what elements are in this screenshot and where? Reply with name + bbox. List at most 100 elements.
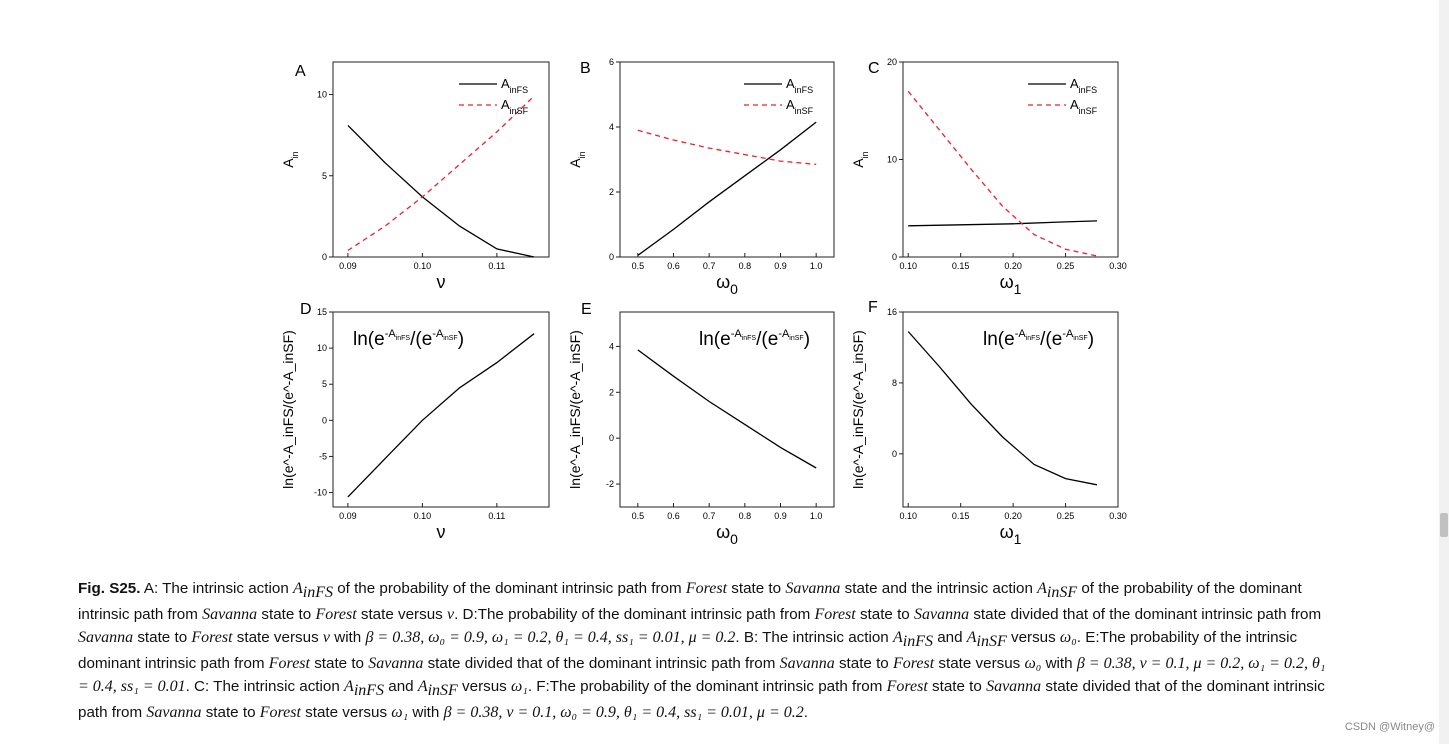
y-tick-label: 0 xyxy=(322,415,327,425)
plot-frame xyxy=(332,311,550,508)
y-tick-label: -2 xyxy=(606,479,614,489)
y-tick-label: 16 xyxy=(887,307,897,317)
y-tick-label: 10 xyxy=(317,343,327,353)
legend: AinFS AinSF xyxy=(744,76,814,116)
x-axis-label: ω1 xyxy=(1000,522,1022,547)
x-tick-label: 0.7 xyxy=(703,261,716,271)
panel-f: F 0.10 0.15 0.20 0.25 0.30 0 8 16 ω1 ln(e^-A_inFS/… xyxy=(850,299,1127,547)
panel-label: E xyxy=(581,301,592,318)
panel-label: D xyxy=(300,301,312,318)
x-tick-label: 0.8 xyxy=(739,261,752,271)
y-axis-label: ln(e^-A_inFS/(e^-A_inSF) xyxy=(567,330,583,489)
series-ln-ratio xyxy=(637,349,817,469)
panel-formula-title: ln(e-AinFS/(e-AinSF) xyxy=(983,328,1094,350)
legend: AinFS AinSF xyxy=(1028,76,1098,116)
plot-frame xyxy=(332,61,550,258)
series-a-insf xyxy=(347,95,535,252)
legend-label-sf: AinSF xyxy=(786,97,814,116)
legend-label-fs: AinFS xyxy=(501,76,528,95)
x-tick-label: 0.10 xyxy=(899,261,917,271)
panel-formula-title: ln(e-AinFS/(e-AinSF) xyxy=(353,328,464,350)
x-tick-label: 0.25 xyxy=(1057,261,1075,271)
x-tick-label: 0.20 xyxy=(1004,511,1022,521)
panel-label: C xyxy=(868,60,880,77)
y-axis-label: Ain xyxy=(567,151,587,167)
x-tick-label: 0.10 xyxy=(414,261,432,271)
y-tick-label: 20 xyxy=(887,57,897,67)
x-axis-label: ω0 xyxy=(716,522,738,547)
x-tick-label: 0.8 xyxy=(739,511,752,521)
x-tick-label: 0.7 xyxy=(703,511,716,521)
series-a-insf xyxy=(637,129,817,166)
x-tick-label: 0.20 xyxy=(1004,261,1022,271)
legend: AinFS AinSF xyxy=(459,76,529,116)
y-tick-label: -10 xyxy=(314,488,327,498)
y-tick-label: 4 xyxy=(609,341,614,351)
x-tick-label: 0.30 xyxy=(1109,511,1127,521)
series-ln-ratio xyxy=(347,333,535,498)
y-tick-label: 5 xyxy=(322,171,327,181)
panel-c: C 0.10 0.15 0.20 0.25 0.30 0 10 20 ω1 Ain AinFS AinS… xyxy=(850,57,1127,297)
legend-label-sf: AinSF xyxy=(1070,97,1098,116)
x-tick-label: 0.5 xyxy=(632,261,645,271)
x-tick-label: 0.25 xyxy=(1057,511,1075,521)
x-tick-label: 0.15 xyxy=(952,511,970,521)
y-tick-label: 8 xyxy=(892,378,897,388)
x-tick-label: 1.0 xyxy=(810,511,823,521)
scrollbar-track[interactable] xyxy=(1439,0,1449,744)
y-axis-label: ln(e^-A_inFS/(e^-A_inSF) xyxy=(280,330,296,489)
figure-caption: Fig. S25. A: The intrinsic action AinFS … xyxy=(78,580,1326,722)
x-tick-label: 0.6 xyxy=(667,511,680,521)
series-ln-ratio xyxy=(907,331,1098,486)
panel-e: E 0.5 0.6 0.7 0.8 0.9 1.0 -2 0 2 4 ω0 ln(e^-A_inFS/(… xyxy=(567,301,835,547)
y-axis-label: Ain xyxy=(280,151,300,167)
x-tick-label: 0.15 xyxy=(952,261,970,271)
x-axis-label: ν xyxy=(437,522,446,542)
y-tick-label: 0 xyxy=(892,252,897,262)
series-a-infs xyxy=(347,124,535,258)
x-tick-label: 0.6 xyxy=(667,261,680,271)
y-tick-label: 0 xyxy=(609,252,614,262)
panel-a: A 0.09 0.10 0.11 0 5 10 ν Ain AinFS AinSF xyxy=(280,61,550,292)
plot-frame xyxy=(619,61,835,258)
series-a-infs xyxy=(637,121,817,256)
x-tick-label: 0.09 xyxy=(339,261,357,271)
y-tick-label: 0 xyxy=(609,433,614,443)
x-axis-label: ν xyxy=(437,272,446,292)
caption-lead: Fig. S25. xyxy=(78,580,141,597)
watermark: CSDN @Witney@ xyxy=(1344,721,1435,733)
y-axis-label: Ain xyxy=(850,151,870,167)
x-tick-label: 0.30 xyxy=(1109,261,1127,271)
legend-label-fs: AinFS xyxy=(786,76,813,95)
series-a-infs xyxy=(908,220,1098,227)
x-tick-label: 0.11 xyxy=(488,261,505,271)
y-tick-label: 4 xyxy=(609,122,614,132)
series-a-insf xyxy=(907,90,1098,257)
y-tick-label: 0 xyxy=(322,252,327,262)
x-tick-label: 0.9 xyxy=(774,261,787,271)
y-tick-label: 2 xyxy=(609,187,614,197)
legend-label-fs: AinFS xyxy=(1070,76,1097,95)
x-tick-label: 0.10 xyxy=(414,511,432,521)
y-tick-label: 5 xyxy=(322,379,327,389)
panel-label: F xyxy=(868,299,878,316)
x-axis-label: ω1 xyxy=(1000,272,1022,297)
figure: A 0.09 0.10 0.11 0 5 10 ν Ain AinFS AinSF B 0.5 0.6 0.… xyxy=(280,57,1127,547)
panel-b: B 0.5 0.6 0.7 0.8 0.9 1.0 0 2 4 6 ω0 Ain AinFS AinSF xyxy=(567,57,835,297)
y-tick-label: 2 xyxy=(609,387,614,397)
plot-frame xyxy=(902,311,1119,508)
x-tick-label: 0.09 xyxy=(339,511,357,521)
legend-label-sf: AinSF xyxy=(501,97,529,116)
x-tick-label: 1.0 xyxy=(810,261,823,271)
panel-label: A xyxy=(295,63,306,80)
x-axis-label: ω0 xyxy=(716,272,738,297)
y-tick-label: 0 xyxy=(892,449,897,459)
scrollbar-thumb[interactable] xyxy=(1440,513,1448,537)
plot-frame xyxy=(619,311,835,508)
x-tick-label: 0.10 xyxy=(899,511,917,521)
panel-label: B xyxy=(580,60,591,77)
panel-d: D 0.09 0.10 0.11 -10 -5 0 5 10 15 ν ln(e^-A_inFS/(e… xyxy=(280,301,550,542)
y-tick-label: 15 xyxy=(317,307,327,317)
x-tick-label: 0.11 xyxy=(488,511,505,521)
y-axis-label: ln(e^-A_inFS/(e^-A_inSF) xyxy=(850,330,866,489)
